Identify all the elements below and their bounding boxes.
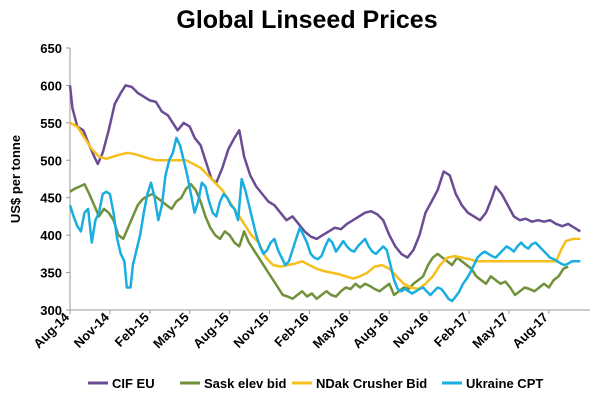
y-axis-label: US$ per tonne bbox=[8, 135, 23, 223]
x-tick-label: May-16 bbox=[310, 310, 352, 352]
y-tick-label: 450 bbox=[40, 191, 62, 206]
x-tick-label: May-17 bbox=[469, 310, 511, 352]
y-tick-label: 350 bbox=[40, 266, 62, 281]
x-tick-label: Aug-17 bbox=[509, 310, 551, 352]
series-line-ukraine-cpt bbox=[68, 136, 581, 303]
chart-title: Global Linseed Prices bbox=[176, 6, 438, 34]
y-tick-label: 400 bbox=[40, 228, 62, 243]
x-tick-label: Nov-14 bbox=[71, 309, 113, 351]
x-tick-label: Feb-17 bbox=[431, 310, 471, 350]
x-tick-label: Feb-15 bbox=[112, 310, 152, 350]
x-tick-label: Aug-16 bbox=[350, 310, 392, 352]
legend-label: Sask elev bid bbox=[204, 376, 286, 391]
chart-legend: CIF EU Sask elev bid NDak Crusher Bid Ukrai… bbox=[88, 376, 543, 391]
legend-label: NDak Crusher Bid bbox=[316, 376, 427, 391]
y-tick-label: 300 bbox=[40, 303, 62, 318]
x-tick-label: Aug-15 bbox=[190, 310, 232, 352]
x-tick-label: May-15 bbox=[150, 310, 192, 352]
x-tick-label: Nov-16 bbox=[390, 310, 431, 351]
y-tick-label: 650 bbox=[40, 41, 62, 56]
x-tick-label: Feb-16 bbox=[271, 310, 311, 350]
series-line-ndak-crusher-bid bbox=[69, 121, 581, 291]
x-tick-label: Nov-15 bbox=[230, 310, 271, 351]
y-tick-label: 550 bbox=[40, 116, 62, 131]
y-tick-label: 500 bbox=[40, 153, 62, 168]
legend-label: CIF EU bbox=[112, 376, 155, 391]
legend-label: Ukraine CPT bbox=[466, 376, 543, 391]
chart-series bbox=[68, 84, 581, 303]
y-tick-label: 600 bbox=[40, 78, 62, 93]
series-line-cif-eu bbox=[68, 84, 581, 259]
